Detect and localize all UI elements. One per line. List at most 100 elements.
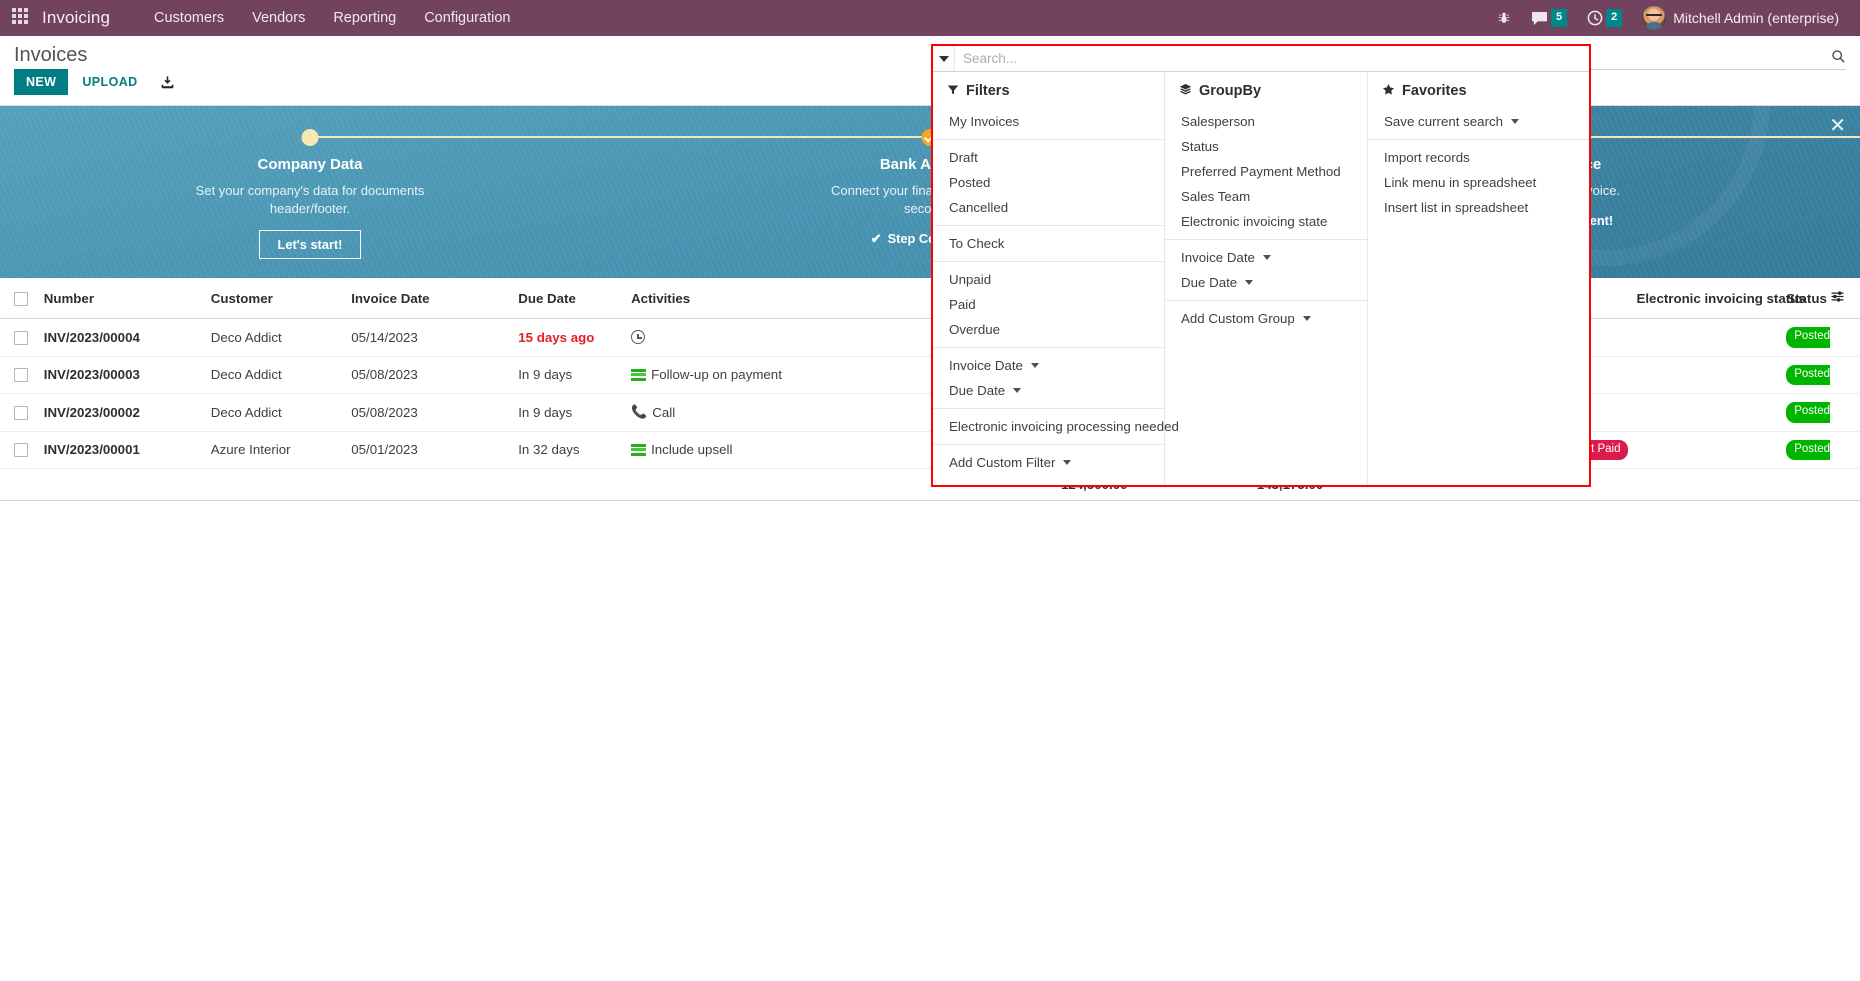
lets-start-button[interactable]: Let's start! [258,229,362,259]
row-checkbox[interactable] [14,443,28,458]
add-custom-group-item[interactable]: Add Custom Group [1165,306,1367,331]
filter-item-posted[interactable]: Posted [949,175,991,190]
cell-number[interactable]: INV/2023/00004 [43,318,211,357]
cell-spacer [1829,431,1860,469]
cell-electronic-invoicing-status [1636,431,1787,469]
filters-heading-label: Filters [966,83,1010,99]
column-header-electronic-invoicing-status[interactable]: Electronic invoicing status [1636,278,1806,319]
nav-item-configuration[interactable]: Configuration [424,10,511,26]
activities-button[interactable]: 2 [1578,5,1631,31]
filters-column: Filters My Invoices Draft Posted Cancell… [933,72,1179,485]
filter-item-paid[interactable]: Paid [949,297,976,312]
search-dropdown-body: Filters My Invoices Draft Posted Cancell… [933,72,1589,485]
step-description: Set your company's data for documents he… [195,183,425,216]
search-icon[interactable] [1823,49,1846,64]
close-icon[interactable]: ✕ [1829,115,1846,137]
page-title: Invoices [14,44,88,66]
groupby-item-electronic-invoicing-state[interactable]: Electronic invoicing state [1181,214,1328,229]
cell-number[interactable]: INV/2023/00002 [43,393,211,432]
cell-invoice-date: 05/08/2023 [351,393,519,432]
apps-grid-icon[interactable] [12,8,32,28]
divider [933,444,1164,445]
groupby-item-salesperson[interactable]: Salesperson [1181,114,1255,129]
messages-count-badge: 5 [1551,9,1568,27]
row-checkbox[interactable] [14,405,28,420]
filter-item-my-invoices[interactable]: My Invoices [949,114,1020,129]
groupby-heading: GroupBy [1165,80,1367,109]
totals-spacer-3 [210,468,352,501]
column-header-status[interactable]: Status [1786,278,1830,319]
filter-item-cancelled[interactable]: Cancelled [949,200,1009,215]
cell-electronic-invoicing-status [1636,356,1787,394]
cell-due-date: In 32 days [518,431,632,469]
favorites-item-import-records[interactable]: Import records [1384,150,1470,165]
column-header-number[interactable]: Number [43,278,211,319]
save-current-search-item[interactable]: Save current search [1368,109,1589,134]
row-checkbox[interactable] [14,330,28,345]
settings-sliders-icon[interactable] [1829,278,1860,319]
cell-activities[interactable]: Follow-up on payment [631,356,940,394]
cell-due-date: In 9 days [518,356,632,394]
check-icon: ✔ [870,230,882,246]
add-custom-filter-item[interactable]: Add Custom Filter [933,450,1164,475]
nav-item-customers[interactable]: Customers [154,10,225,26]
filter-item-unpaid[interactable]: Unpaid [949,272,992,287]
row-select-cell [0,431,44,469]
divider [933,261,1164,262]
groupby-item-due-date[interactable]: Due Date [1165,270,1367,295]
column-header-invoice-date[interactable]: Invoice Date [351,278,519,319]
cell-spacer [1829,356,1860,394]
step-marker-todo[interactable] [301,129,319,146]
chevron-down-icon [1030,363,1039,368]
groupby-item-status[interactable]: Status [1181,139,1219,154]
groupby-item-invoice-date[interactable]: Invoice Date [1165,245,1367,270]
column-header-due-date[interactable]: Due Date [518,278,632,319]
nav-item-reporting[interactable]: Reporting [333,10,397,26]
new-button[interactable]: NEW [14,69,69,95]
row-checkbox[interactable] [14,368,28,383]
select-all-cell [0,278,44,319]
step-title[interactable]: Company Data [257,156,363,173]
avatar [1642,6,1667,30]
chevron-down-icon [1262,255,1271,260]
filter-item-draft[interactable]: Draft [949,150,978,165]
messages-button[interactable]: 5 [1522,5,1576,31]
chevron-down-icon[interactable] [933,46,955,71]
totals-spacer-1 [0,468,44,501]
cell-status: Posted [1786,356,1830,394]
filter-icon [947,84,959,99]
select-all-checkbox[interactable] [14,291,28,306]
cell-activities[interactable]: Include upsell [631,431,940,469]
chevron-down-icon [1511,119,1520,124]
bug-icon[interactable] [1488,7,1520,29]
groupby-item-preferred-payment-method[interactable]: Preferred Payment Method [1181,164,1341,179]
groupby-item-sales-team[interactable]: Sales Team [1181,189,1251,204]
cell-spacer [1829,393,1860,432]
divider [933,139,1164,140]
cell-number[interactable]: INV/2023/00003 [43,356,211,394]
status-badge: Posted [1786,327,1830,348]
user-menu[interactable]: Mitchell Admin (enterprise) [1633,2,1848,34]
column-header-customer[interactable]: Customer [210,278,352,319]
upload-button[interactable]: UPLOAD [68,69,151,95]
nav-item-vendors[interactable]: Vendors [252,10,306,26]
filter-item-due-date[interactable]: Due Date [933,378,1164,403]
filter-item-invoice-date[interactable]: Invoice Date [933,353,1164,378]
cell-number[interactable]: INV/2023/00001 [43,431,211,469]
favorites-item-insert-list-in-spreadsheet[interactable]: Insert list in spreadsheet [1384,200,1529,215]
download-icon[interactable] [152,71,183,94]
filter-item-overdue[interactable]: Overdue [949,322,1000,337]
search-bar [933,46,1589,72]
app-brand-invoicing[interactable]: Invoicing [42,8,110,27]
cell-activities[interactable]: 📞 Call [631,393,940,432]
favorites-item-link-menu-in-spreadsheet[interactable]: Link menu in spreadsheet [1384,175,1537,190]
navbar-menu: Customers Vendors Reporting Configuratio… [140,2,524,34]
cell-status: Posted [1786,393,1830,432]
filter-item-electronic-invoicing-processing-needed[interactable]: Electronic invoicing processing needed [949,419,1179,434]
column-header-activities[interactable]: Activities [631,278,940,319]
filter-item-to-check[interactable]: To Check [949,236,1005,251]
search-input[interactable] [955,46,1589,71]
favorites-heading-label: Favorites [1402,83,1467,99]
cell-activities[interactable] [631,318,940,357]
favorites-column: Favorites Save current search Import rec… [1368,72,1589,485]
